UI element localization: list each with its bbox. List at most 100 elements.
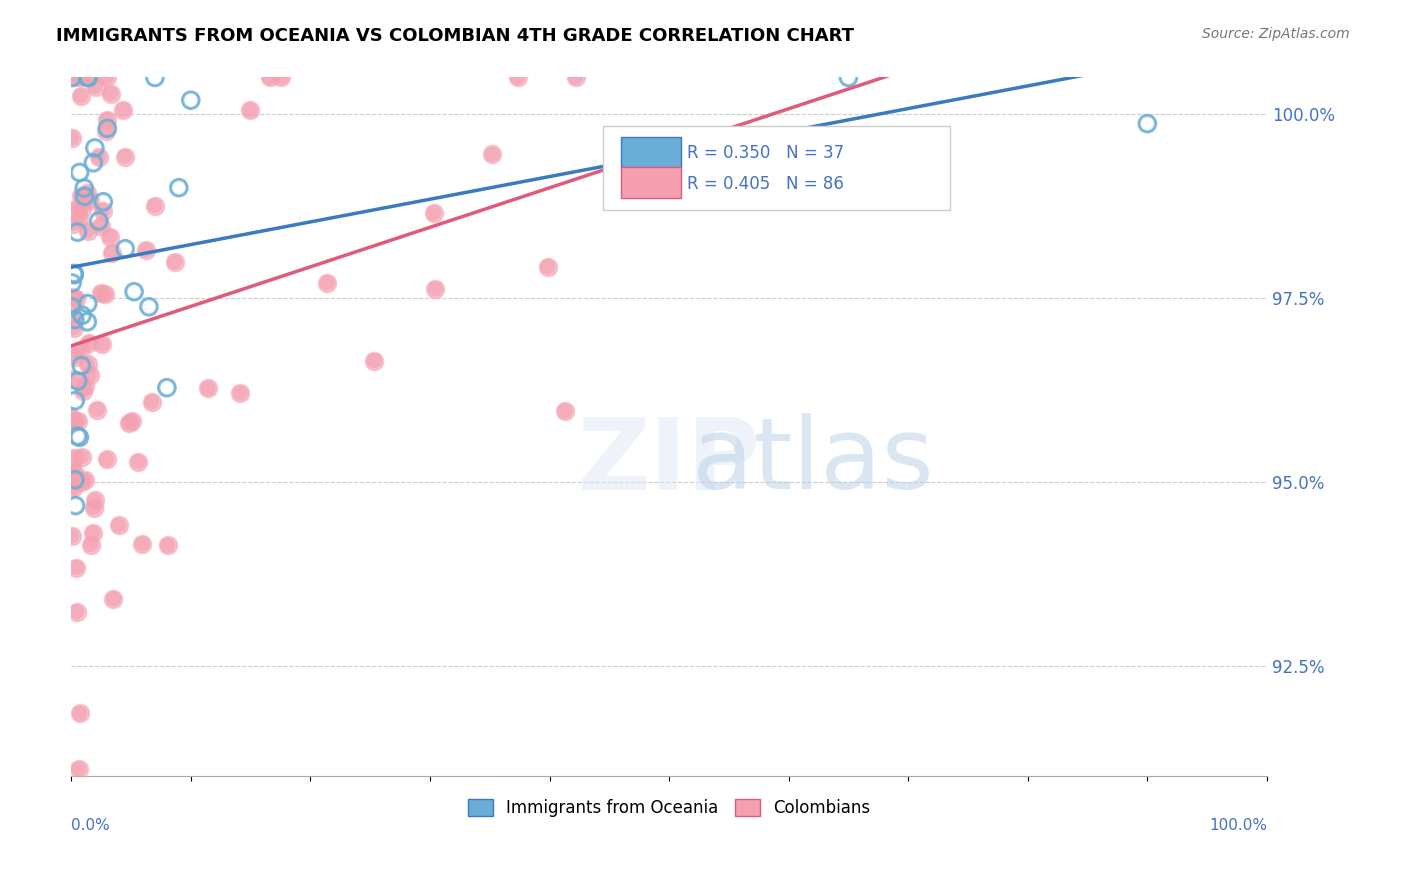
- Colombians: [564, 70, 586, 85]
- Point: [316, 276, 339, 290]
- Point: [70, 450, 93, 464]
- Colombians: [94, 287, 117, 301]
- Point: [131, 537, 153, 551]
- Point: [86, 402, 108, 417]
- Point: [67, 430, 90, 444]
- Point: [76, 186, 98, 200]
- Point: [1136, 117, 1159, 131]
- Immigrants from Oceania: [65, 393, 87, 408]
- Colombians: [163, 255, 186, 269]
- Immigrants from Oceania: [69, 165, 91, 179]
- Immigrants from Oceania: [70, 359, 93, 373]
- Point: [65, 499, 87, 513]
- Colombians: [69, 475, 91, 489]
- Point: [69, 165, 91, 179]
- Point: [60, 372, 83, 386]
- Colombians: [90, 219, 112, 233]
- Immigrants from Oceania: [122, 285, 145, 299]
- Point: [62, 414, 84, 428]
- Immigrants from Oceania: [76, 70, 98, 85]
- Point: [156, 381, 179, 395]
- Colombians: [63, 321, 86, 335]
- Immigrants from Oceania: [63, 473, 86, 487]
- Immigrants from Oceania: [114, 242, 136, 256]
- Point: [259, 70, 281, 85]
- Point: [114, 149, 136, 163]
- Point: [197, 381, 219, 395]
- Colombians: [121, 414, 143, 428]
- Point: [83, 141, 105, 155]
- Immigrants from Oceania: [156, 381, 179, 395]
- Point: [77, 70, 100, 85]
- Colombians: [80, 538, 103, 552]
- Colombians: [77, 70, 100, 85]
- Point: [156, 538, 179, 552]
- Point: [62, 290, 84, 304]
- Text: Source: ZipAtlas.com: Source: ZipAtlas.com: [1202, 27, 1350, 41]
- Text: IMMIGRANTS FROM OCEANIA VS COLOMBIAN 4TH GRADE CORRELATION CHART: IMMIGRANTS FROM OCEANIA VS COLOMBIAN 4TH…: [56, 27, 855, 45]
- Colombians: [69, 70, 91, 85]
- Colombians: [62, 481, 84, 495]
- Colombians: [135, 243, 157, 257]
- Colombians: [65, 560, 87, 574]
- Colombians: [143, 199, 166, 213]
- Colombians: [425, 282, 447, 296]
- Point: [96, 112, 118, 127]
- Point: [67, 414, 90, 428]
- Point: [82, 156, 104, 170]
- Point: [69, 189, 91, 203]
- Point: [63, 350, 86, 364]
- Point: [98, 229, 121, 244]
- Immigrants from Oceania: [167, 180, 190, 194]
- Point: [65, 293, 87, 307]
- Point: [70, 89, 93, 103]
- Point: [143, 70, 166, 85]
- Colombians: [62, 414, 84, 428]
- Point: [60, 529, 83, 543]
- Colombians: [76, 186, 98, 200]
- Point: [80, 538, 103, 552]
- Colombians: [259, 70, 281, 85]
- Point: [63, 268, 86, 282]
- Colombians: [63, 450, 86, 465]
- Colombians: [62, 290, 84, 304]
- Immigrants from Oceania: [76, 315, 98, 329]
- Colombians: [73, 379, 96, 393]
- Point: [60, 300, 83, 314]
- Point: [65, 393, 87, 408]
- Immigrants from Oceania: [63, 267, 86, 281]
- Point: [62, 217, 84, 231]
- Point: [107, 518, 129, 533]
- Point: [117, 416, 139, 430]
- Point: [65, 202, 87, 216]
- Colombians: [60, 409, 83, 424]
- Immigrants from Oceania: [60, 300, 83, 314]
- Point: [70, 359, 93, 373]
- Colombians: [96, 112, 118, 127]
- Point: [270, 70, 292, 85]
- Colombians: [96, 70, 118, 85]
- Point: [143, 199, 166, 213]
- Point: [239, 103, 262, 118]
- Colombians: [62, 217, 84, 231]
- Immigrants from Oceania: [1136, 117, 1159, 131]
- Colombians: [100, 87, 122, 101]
- Colombians: [69, 706, 91, 721]
- Point: [79, 368, 101, 382]
- Point: [837, 70, 859, 85]
- Point: [90, 219, 112, 233]
- Colombians: [63, 350, 86, 364]
- Colombians: [239, 103, 262, 118]
- Point: [537, 260, 560, 274]
- Point: [103, 591, 125, 606]
- Colombians: [506, 70, 529, 85]
- Colombians: [131, 537, 153, 551]
- Immigrants from Oceania: [91, 194, 114, 209]
- Colombians: [69, 189, 91, 203]
- Point: [63, 321, 86, 335]
- Point: [141, 395, 163, 409]
- Point: [180, 93, 202, 107]
- Colombians: [229, 386, 252, 401]
- Colombians: [83, 500, 105, 515]
- Point: [229, 386, 252, 401]
